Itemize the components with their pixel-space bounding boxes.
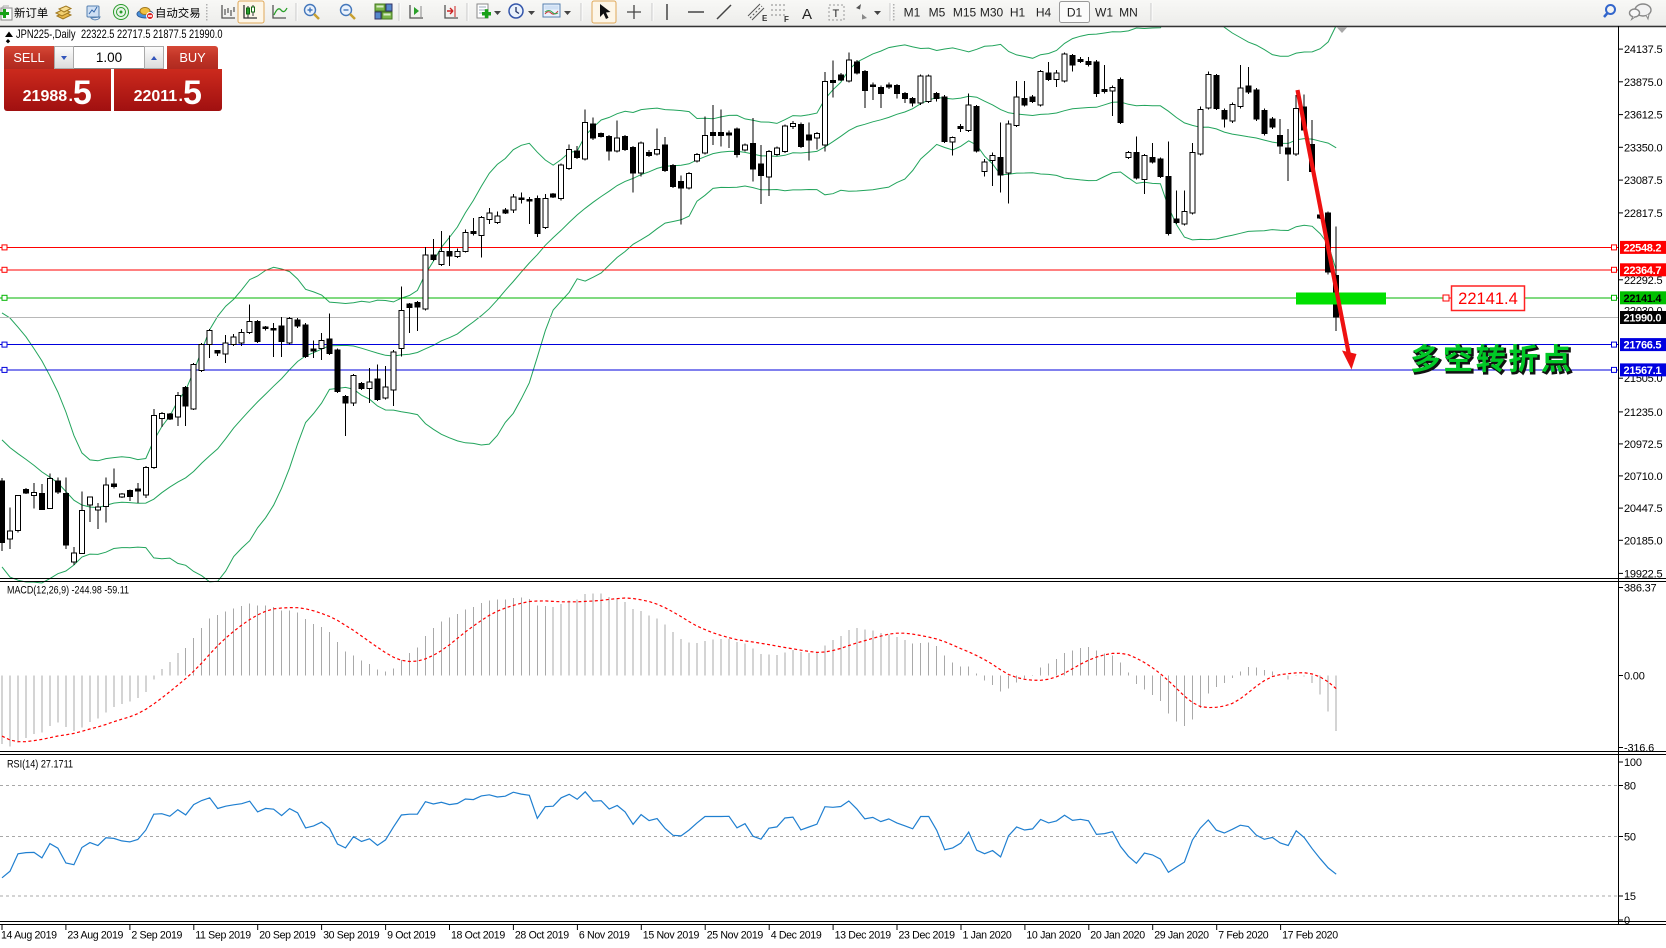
svg-text:100: 100 (1624, 757, 1642, 769)
svg-text:21567.1: 21567.1 (1624, 365, 1662, 377)
svg-text:22141.4: 22141.4 (1624, 293, 1663, 305)
svg-text:D1: D1 (1067, 6, 1083, 20)
svg-text:11 Sep 2019: 11 Sep 2019 (195, 930, 251, 942)
svg-text:M5: M5 (929, 6, 946, 20)
svg-text:20972.5: 20972.5 (1624, 439, 1662, 451)
svg-text:23087.5: 23087.5 (1624, 175, 1662, 187)
svg-text:23612.5: 23612.5 (1624, 110, 1662, 122)
svg-text:T: T (833, 8, 840, 20)
svg-text:7 Feb 2020: 7 Feb 2020 (1218, 930, 1269, 942)
svg-text:6 Nov 2019: 6 Nov 2019 (579, 930, 630, 942)
svg-text:4 Dec 2019: 4 Dec 2019 (771, 930, 822, 942)
svg-text:24137.5: 24137.5 (1624, 44, 1662, 56)
svg-text:E: E (762, 14, 768, 23)
svg-text:W1: W1 (1095, 6, 1113, 20)
svg-text:19922.5: 19922.5 (1624, 568, 1662, 580)
svg-text:2 Sep 2019: 2 Sep 2019 (131, 930, 182, 942)
svg-text:23875.0: 23875.0 (1624, 77, 1662, 89)
svg-text:21766.5: 21766.5 (1624, 340, 1662, 352)
svg-text:21990.0: 21990.0 (1624, 313, 1662, 325)
svg-text:M15: M15 (953, 6, 977, 20)
svg-text:21235.0: 21235.0 (1624, 407, 1662, 419)
svg-text:23 Dec 2019: 23 Dec 2019 (899, 930, 956, 942)
svg-text:22364.7: 22364.7 (1624, 265, 1662, 277)
svg-text:18 Oct 2019: 18 Oct 2019 (451, 930, 505, 942)
svg-text:386.37: 386.37 (1624, 583, 1657, 595)
svg-text:23 Aug 2019: 23 Aug 2019 (67, 930, 123, 942)
svg-text:10 Jan 2020: 10 Jan 2020 (1026, 930, 1081, 942)
svg-text:20 Sep 2019: 20 Sep 2019 (259, 930, 316, 942)
svg-text:1 Jan 2020: 1 Jan 2020 (963, 930, 1012, 942)
svg-text:23350.0: 23350.0 (1624, 142, 1662, 154)
svg-text:30 Sep 2019: 30 Sep 2019 (323, 930, 380, 942)
svg-text:29 Jan 2020: 29 Jan 2020 (1154, 930, 1209, 942)
svg-text:22141.4: 22141.4 (1458, 290, 1518, 308)
svg-text:22548.2: 22548.2 (1624, 242, 1662, 254)
svg-text:0: 0 (1624, 915, 1630, 927)
svg-text:M1: M1 (904, 6, 921, 20)
svg-text:MACD(12,26,9) -244.98 -59.11: MACD(12,26,9) -244.98 -59.11 (7, 585, 129, 597)
svg-text:22817.5: 22817.5 (1624, 208, 1662, 220)
svg-text:15: 15 (1624, 891, 1636, 903)
svg-text:50: 50 (1624, 832, 1636, 844)
svg-text:M30: M30 (980, 6, 1004, 20)
svg-text:9 Oct 2019: 9 Oct 2019 (387, 930, 436, 942)
svg-text:-316.6: -316.6 (1624, 743, 1654, 755)
svg-text:H1: H1 (1010, 6, 1026, 20)
svg-text:20185.0: 20185.0 (1624, 535, 1662, 547)
svg-text:A: A (802, 6, 812, 23)
svg-text:20 Jan 2020: 20 Jan 2020 (1090, 930, 1145, 942)
svg-text:22322.5 22717.5 21877.5 21990.: 22322.5 22717.5 21877.5 21990.0 (81, 28, 223, 41)
svg-text:28 Oct 2019: 28 Oct 2019 (515, 930, 569, 942)
svg-text:20447.5: 20447.5 (1624, 503, 1662, 515)
svg-text:0.00: 0.00 (1624, 671, 1645, 683)
svg-text:17 Feb 2020: 17 Feb 2020 (1282, 930, 1338, 942)
svg-text:H4: H4 (1036, 6, 1052, 20)
svg-text:14 Aug 2019: 14 Aug 2019 (1, 930, 57, 942)
svg-text:22292.5: 22292.5 (1624, 275, 1662, 287)
svg-text:RSI(14) 27.1711: RSI(14) 27.1711 (7, 759, 73, 771)
svg-text:20710.0: 20710.0 (1624, 471, 1662, 483)
svg-text:JPN225-,Daily: JPN225-,Daily (16, 28, 76, 41)
svg-text:25 Nov 2019: 25 Nov 2019 (707, 930, 764, 942)
svg-text:80: 80 (1624, 781, 1636, 793)
svg-text:13 Dec 2019: 13 Dec 2019 (835, 930, 892, 942)
svg-text:MN: MN (1119, 6, 1138, 20)
svg-text:15 Nov 2019: 15 Nov 2019 (643, 930, 700, 942)
svg-text:F: F (784, 15, 789, 24)
